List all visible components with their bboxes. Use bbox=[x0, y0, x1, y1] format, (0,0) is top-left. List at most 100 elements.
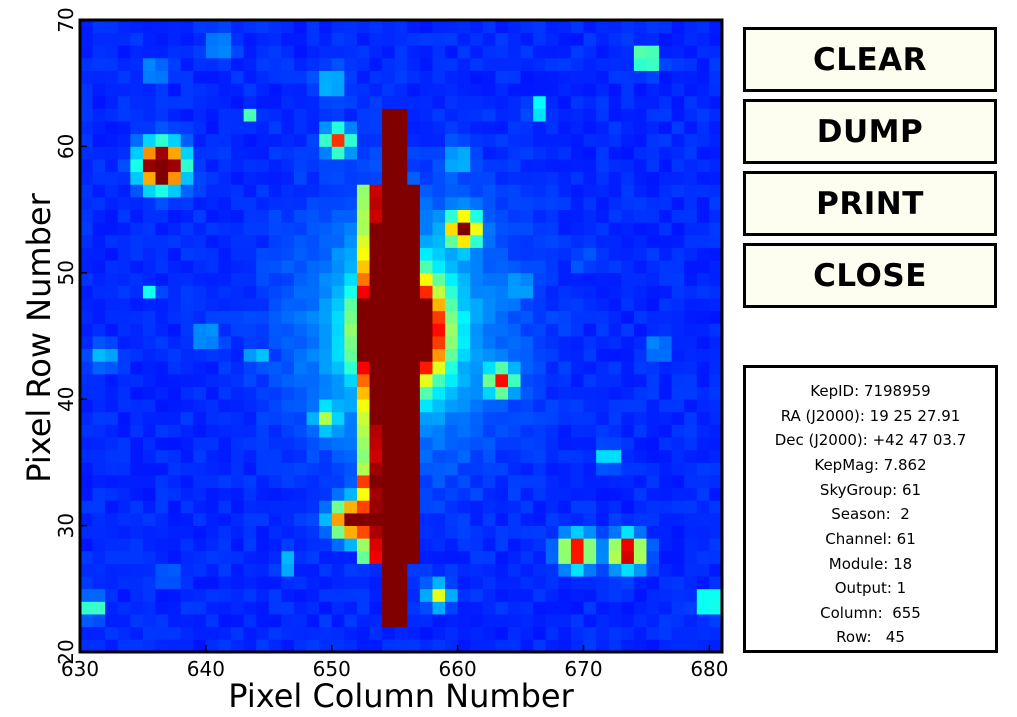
pixel-cell[interactable] bbox=[457, 285, 471, 299]
pixel-cell[interactable] bbox=[407, 626, 421, 640]
pixel-cell[interactable] bbox=[256, 361, 270, 375]
pixel-cell[interactable] bbox=[117, 57, 131, 71]
pixel-cell[interactable] bbox=[432, 614, 446, 628]
pixel-cell[interactable] bbox=[142, 588, 156, 602]
pixel-cell[interactable] bbox=[356, 32, 370, 46]
pixel-cell[interactable] bbox=[306, 373, 320, 387]
pixel-cell[interactable] bbox=[205, 538, 219, 552]
pixel-cell[interactable] bbox=[331, 361, 345, 375]
pixel-cell[interactable] bbox=[294, 171, 307, 185]
pixel-cell[interactable] bbox=[256, 121, 270, 135]
pixel-cell[interactable] bbox=[243, 512, 257, 526]
pixel-cell[interactable] bbox=[407, 272, 421, 286]
pixel-cell[interactable] bbox=[608, 247, 622, 261]
pixel-cell[interactable] bbox=[445, 411, 459, 425]
pixel-cell[interactable] bbox=[130, 373, 144, 387]
pixel-cell[interactable] bbox=[470, 614, 484, 628]
pixel-cell[interactable] bbox=[482, 525, 496, 539]
pixel-cell[interactable] bbox=[319, 525, 333, 539]
pixel-cell[interactable] bbox=[671, 323, 685, 337]
pixel-cell[interactable] bbox=[218, 196, 232, 210]
pixel-cell[interactable] bbox=[319, 588, 333, 602]
pixel-cell[interactable] bbox=[142, 462, 156, 476]
pixel-cell[interactable] bbox=[344, 550, 358, 564]
pixel-cell[interactable] bbox=[684, 449, 698, 463]
pixel-cell[interactable] bbox=[445, 32, 459, 46]
pixel-cell[interactable] bbox=[117, 285, 131, 299]
pixel-cell[interactable] bbox=[696, 462, 710, 476]
pixel-cell[interactable] bbox=[243, 32, 257, 46]
pixel-cell[interactable] bbox=[356, 525, 370, 539]
pixel-cell[interactable] bbox=[268, 57, 282, 71]
pixel-cell[interactable] bbox=[558, 95, 572, 109]
pixel-cell[interactable] bbox=[608, 449, 622, 463]
pixel-cell[interactable] bbox=[306, 45, 320, 59]
pixel-cell[interactable] bbox=[180, 260, 194, 274]
pixel-cell[interactable] bbox=[382, 70, 396, 84]
pixel-cell[interactable] bbox=[180, 323, 194, 337]
pixel-cell[interactable] bbox=[570, 234, 584, 248]
pixel-cell[interactable] bbox=[130, 576, 144, 590]
pixel-cell[interactable] bbox=[671, 512, 685, 526]
pixel-cell[interactable] bbox=[168, 563, 182, 577]
pixel-cell[interactable] bbox=[319, 196, 333, 210]
pixel-cell[interactable] bbox=[709, 20, 722, 34]
pixel-cell[interactable] bbox=[319, 386, 333, 400]
pixel-cell[interactable] bbox=[130, 475, 144, 489]
pixel-cell[interactable] bbox=[168, 121, 182, 135]
pixel-cell[interactable] bbox=[495, 95, 509, 109]
pixel-cell[interactable] bbox=[696, 449, 710, 463]
pixel-cell[interactable] bbox=[583, 146, 597, 160]
pixel-cell[interactable] bbox=[117, 411, 131, 425]
pixel-cell[interactable] bbox=[268, 373, 282, 387]
pixel-cell[interactable] bbox=[394, 20, 408, 34]
pixel-cell[interactable] bbox=[432, 538, 446, 552]
pixel-cell[interactable] bbox=[168, 411, 182, 425]
pixel-cell[interactable] bbox=[369, 639, 383, 652]
print-button[interactable]: PRINT bbox=[743, 171, 997, 236]
pixel-cell[interactable] bbox=[419, 336, 433, 350]
pixel-cell[interactable] bbox=[621, 70, 635, 84]
pixel-cell[interactable] bbox=[155, 462, 169, 476]
pixel-cell[interactable] bbox=[331, 222, 345, 236]
pixel-cell[interactable] bbox=[231, 32, 245, 46]
pixel-cell[interactable] bbox=[394, 361, 408, 375]
pixel-cell[interactable] bbox=[80, 184, 93, 198]
pixel-cell[interactable] bbox=[432, 32, 446, 46]
pixel-cell[interactable] bbox=[621, 108, 635, 122]
pixel-cell[interactable] bbox=[80, 361, 93, 375]
pixel-cell[interactable] bbox=[193, 222, 207, 236]
pixel-cell[interactable] bbox=[684, 399, 698, 413]
pixel-cell[interactable] bbox=[319, 234, 333, 248]
pixel-cell[interactable] bbox=[168, 512, 182, 526]
pixel-cell[interactable] bbox=[482, 411, 496, 425]
pixel-cell[interactable] bbox=[470, 45, 484, 59]
pixel-cell[interactable] bbox=[193, 209, 207, 223]
pixel-cell[interactable] bbox=[545, 639, 559, 652]
pixel-cell[interactable] bbox=[105, 361, 119, 375]
pixel-cell[interactable] bbox=[671, 538, 685, 552]
pixel-cell[interactable] bbox=[407, 83, 421, 97]
pixel-cell[interactable] bbox=[419, 550, 433, 564]
pixel-cell[interactable] bbox=[608, 614, 622, 628]
pixel-cell[interactable] bbox=[659, 95, 673, 109]
pixel-cell[interactable] bbox=[495, 184, 509, 198]
pixel-cell[interactable] bbox=[659, 83, 673, 97]
pixel-cell[interactable] bbox=[105, 462, 119, 476]
pixel-cell[interactable] bbox=[482, 550, 496, 564]
pixel-cell[interactable] bbox=[369, 462, 383, 476]
pixel-cell[interactable] bbox=[356, 373, 370, 387]
pixel-cell[interactable] bbox=[105, 209, 119, 223]
pixel-cell[interactable] bbox=[306, 576, 320, 590]
pixel-cell[interactable] bbox=[268, 323, 282, 337]
pixel-cell[interactable] bbox=[533, 639, 547, 652]
pixel-cell[interactable] bbox=[168, 462, 182, 476]
pixel-cell[interactable] bbox=[659, 614, 673, 628]
pixel-cell[interactable] bbox=[382, 361, 396, 375]
pixel-cell[interactable] bbox=[495, 538, 509, 552]
pixel-cell[interactable] bbox=[231, 133, 245, 147]
pixel-cell[interactable] bbox=[142, 298, 156, 312]
pixel-cell[interactable] bbox=[482, 272, 496, 286]
pixel-cell[interactable] bbox=[583, 639, 597, 652]
pixel-cell[interactable] bbox=[243, 133, 257, 147]
